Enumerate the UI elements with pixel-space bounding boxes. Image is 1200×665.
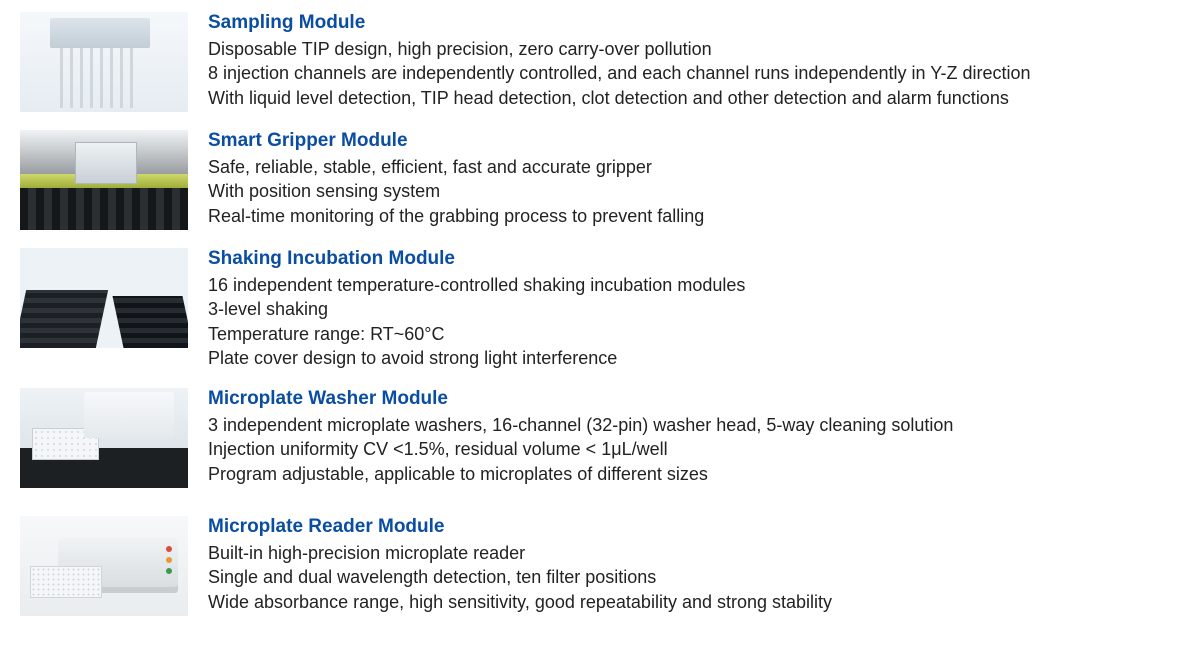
gripper-image	[20, 130, 188, 230]
washer-line: Program adjustable, applicable to microp…	[208, 462, 1180, 486]
module-sampling: Sampling Module Disposable TIP design, hi…	[20, 12, 1180, 112]
reader-line: Single and dual wavelength detection, te…	[208, 565, 1180, 589]
reader-line: Wide absorbance range, high sensitivity,…	[208, 590, 1180, 614]
reader-image	[20, 516, 188, 616]
gripper-line: With position sensing system	[208, 179, 1180, 203]
shaking-image	[20, 248, 188, 348]
shaking-line: Temperature range: RT~60°C	[208, 322, 1180, 346]
sampling-title: Sampling Module	[208, 12, 1180, 34]
washer-line: Injection uniformity CV <1.5%, residual …	[208, 437, 1180, 461]
gripper-line: Safe, reliable, stable, efficient, fast …	[208, 155, 1180, 179]
module-shaking: Shaking Incubation Module 16 independent …	[20, 248, 1180, 370]
sampling-line: Disposable TIP design, high precision, z…	[208, 37, 1180, 61]
washer-image	[20, 388, 188, 488]
sampling-line: 8 injection channels are independently c…	[208, 61, 1180, 85]
washer-text: Microplate Washer Module 3 independent mi…	[208, 388, 1180, 486]
reader-line: Built-in high-precision microplate reade…	[208, 541, 1180, 565]
shaking-line: 3-level shaking	[208, 297, 1180, 321]
shaking-line: Plate cover design to avoid strong light…	[208, 346, 1180, 370]
sampling-text: Sampling Module Disposable TIP design, hi…	[208, 12, 1180, 110]
gripper-line: Real-time monitoring of the grabbing pro…	[208, 204, 1180, 228]
shaking-line: 16 independent temperature-controlled sh…	[208, 273, 1180, 297]
module-list: Sampling Module Disposable TIP design, hi…	[20, 12, 1180, 616]
gripper-text: Smart Gripper Module Safe, reliable, stab…	[208, 130, 1180, 228]
washer-title: Microplate Washer Module	[208, 388, 1180, 410]
sampling-line: With liquid level detection, TIP head de…	[208, 86, 1180, 110]
module-gripper: Smart Gripper Module Safe, reliable, stab…	[20, 130, 1180, 230]
shaking-text: Shaking Incubation Module 16 independent …	[208, 248, 1180, 370]
reader-text: Microplate Reader Module Built-in high-pr…	[208, 516, 1180, 614]
gripper-title: Smart Gripper Module	[208, 130, 1180, 152]
module-reader: Microplate Reader Module Built-in high-pr…	[20, 516, 1180, 616]
reader-title: Microplate Reader Module	[208, 516, 1180, 538]
shaking-title: Shaking Incubation Module	[208, 248, 1180, 270]
washer-line: 3 independent microplate washers, 16-cha…	[208, 413, 1180, 437]
module-washer: Microplate Washer Module 3 independent mi…	[20, 388, 1180, 488]
sampling-image	[20, 12, 188, 112]
